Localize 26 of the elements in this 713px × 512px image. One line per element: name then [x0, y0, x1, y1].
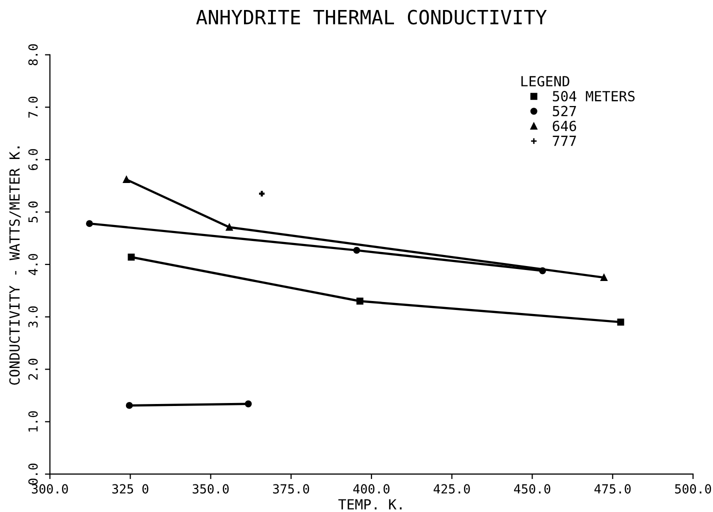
legend-label: 527	[552, 106, 576, 116]
x-tick-label: 450.0	[514, 484, 550, 494]
legend-label: 777	[552, 136, 576, 146]
x-tick-label: 375.0	[273, 484, 310, 494]
x-axis-title: TEMP. K.	[338, 499, 402, 510]
x-tick-label: 400.0	[353, 484, 390, 494]
y-tick-label: 5.0	[28, 202, 38, 222]
y-tick-label: 2.0	[28, 358, 38, 380]
y-tick-label: 0.0	[28, 464, 38, 485]
legend-title: LEGEND	[521, 76, 570, 86]
x-tick-label: 350.0	[192, 484, 229, 494]
x-tick-label: 300.0	[32, 484, 68, 494]
legend-label: 504 METERS	[552, 90, 635, 102]
y-axis-title: CONDUCTIVITY - WATTS/METER K.	[9, 146, 21, 385]
legend-label: 646	[552, 120, 576, 132]
y-tick-label: 3.0	[28, 306, 38, 328]
y-tick-label: 7.0	[28, 96, 38, 118]
x-tick-label: 475.0	[594, 484, 631, 494]
y-tick-label: 8.0	[28, 44, 38, 66]
x-tick-label: 425.0	[434, 484, 470, 494]
x-tick-label: 500.0	[675, 484, 712, 494]
x-tick-label: 325 0	[112, 484, 148, 494]
y-tick-label: 4.0	[28, 254, 38, 276]
y-tick-label: 1.0	[28, 411, 38, 432]
y-tick-label: 6.0	[28, 149, 38, 170]
chart-title: ANHYDRITE THERMAL CONDUCTIVITY	[196, 10, 547, 25]
